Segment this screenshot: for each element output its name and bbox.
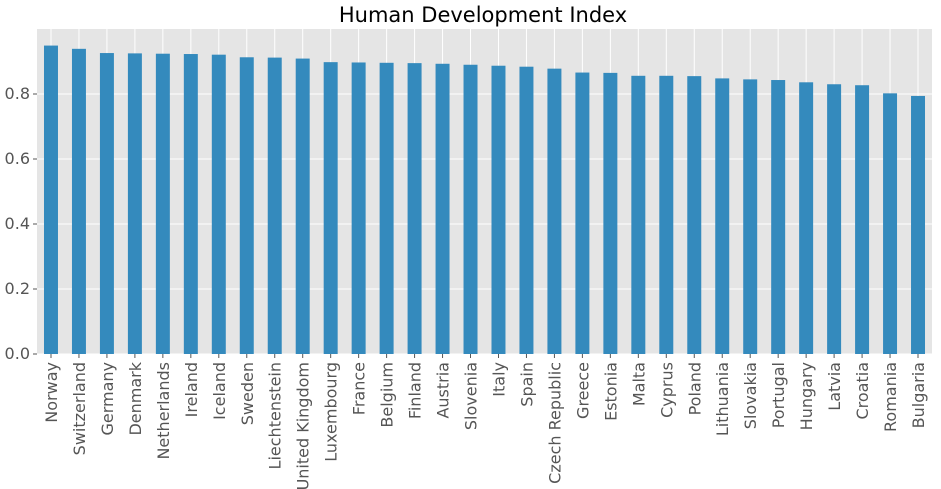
y-tick-label: 0.2 <box>5 279 30 298</box>
bar-iceland <box>211 54 226 355</box>
bar-estonia <box>603 72 618 354</box>
x-tick-label: Belgium <box>378 362 397 428</box>
x-tick-label: Germany <box>98 362 117 436</box>
x-tick-label: Slovenia <box>462 362 481 430</box>
bar-austria <box>435 63 450 355</box>
y-axis-ticks: 0.0 0.2 0.4 0.6 0.8 <box>5 84 37 363</box>
bar-liechtenstein <box>267 57 282 354</box>
bar-belgium <box>379 62 394 355</box>
bar-cyprus <box>659 75 674 355</box>
bar-france <box>351 62 366 354</box>
x-tick-label: Latvia <box>825 362 844 411</box>
x-tick-label: Slovakia <box>741 362 760 429</box>
bar-switzerland <box>71 48 86 354</box>
x-tick-label: Finland <box>406 362 425 419</box>
x-tick-label: Hungary <box>797 362 816 430</box>
x-tick-label: Spain <box>517 362 536 407</box>
y-tick-label: 0.0 <box>5 344 30 363</box>
bar-germany <box>99 53 114 355</box>
x-tick-label: Malta <box>629 362 648 406</box>
bar-greece <box>575 72 590 355</box>
bar-netherlands <box>155 53 170 354</box>
bar-slovakia <box>743 79 758 354</box>
x-tick-label: Greece <box>573 362 592 419</box>
bar-croatia <box>855 85 870 354</box>
x-tick-label: Romania <box>881 362 900 432</box>
bar-malta <box>631 75 646 355</box>
bar-ireland <box>183 54 198 355</box>
x-tick-label: Poland <box>685 362 704 415</box>
x-tick-label: Netherlands <box>154 362 173 460</box>
y-tick-label: 0.6 <box>5 149 30 168</box>
bar-sweden <box>239 57 254 355</box>
x-tick-label: Sweden <box>238 362 257 425</box>
x-tick-label: Norway <box>42 362 61 423</box>
x-tick-label: Luxembourg <box>322 362 341 462</box>
x-tick-label: Italy <box>489 362 508 397</box>
bar-norway <box>43 45 58 354</box>
x-axis-ticks: Norway Switzerland Germany Denmark Netherlan… <box>42 354 928 489</box>
x-tick-label: Cyprus <box>657 362 676 418</box>
x-tick-label: Croatia <box>853 362 872 420</box>
bar-portugal <box>771 80 786 355</box>
bar-latvia <box>827 84 842 354</box>
x-tick-label: Czech Republic <box>545 362 564 484</box>
x-tick-label: Portugal <box>769 362 788 428</box>
x-tick-label: Austria <box>434 362 453 419</box>
bar-italy <box>491 65 506 354</box>
bar-slovenia <box>463 64 478 354</box>
bar-bulgaria <box>911 95 926 354</box>
plot-area <box>37 29 932 354</box>
x-tick-label: United Kingdom <box>294 362 313 489</box>
bar-spain <box>519 66 534 354</box>
x-tick-label: Lithuania <box>713 362 732 436</box>
bar-denmark <box>127 53 142 354</box>
x-tick-label: France <box>350 362 369 415</box>
bar-hungary <box>799 82 814 355</box>
bar-romania <box>883 93 898 354</box>
y-tick-label: 0.4 <box>5 214 30 233</box>
bar-poland <box>687 76 702 354</box>
x-tick-label: Denmark <box>126 361 145 435</box>
bar-united-kingdom <box>295 58 310 354</box>
bar-finland <box>407 63 422 354</box>
bars <box>43 45 926 355</box>
x-tick-label: Bulgaria <box>909 362 928 428</box>
bar-czech-republic <box>547 68 562 355</box>
x-tick-label: Iceland <box>210 362 229 420</box>
bar-luxembourg <box>323 62 338 355</box>
x-tick-label: Liechtenstein <box>266 362 285 469</box>
y-tick-label: 0.8 <box>5 84 30 103</box>
chart-title: Human Development Index <box>339 3 627 27</box>
x-tick-label: Switzerland <box>70 362 89 455</box>
x-tick-label: Ireland <box>182 362 201 417</box>
x-tick-label: Estonia <box>601 362 620 421</box>
bar-lithuania <box>715 78 730 355</box>
